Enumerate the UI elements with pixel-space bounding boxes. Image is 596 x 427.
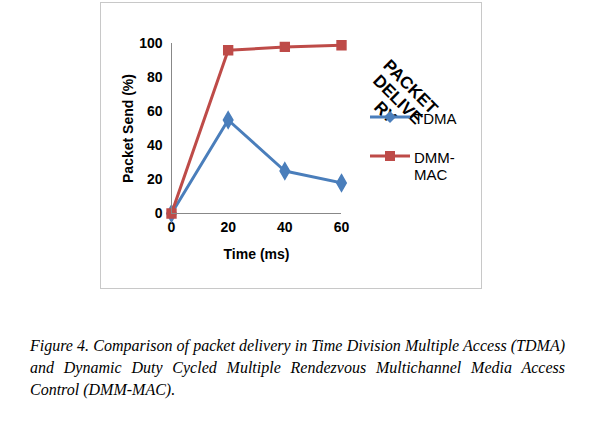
svg-text:100: 100 (139, 35, 163, 51)
svg-text:Time (ms): Time (ms) (224, 246, 290, 262)
html-text:Figure 4. Comparison of packet: Figure 4. Comparison of packet delivery … (30, 337, 565, 398)
svg-text:20: 20 (147, 171, 163, 187)
svg-text:Packet Send (%): Packet Send (%) (120, 74, 136, 183)
html-text:TDMA: TDMA (414, 110, 457, 127)
svg-text:0: 0 (155, 205, 163, 221)
svg-text:40: 40 (147, 137, 163, 153)
svg-text:60: 60 (147, 103, 163, 119)
svg-text:80: 80 (147, 69, 163, 85)
svg-text:60: 60 (334, 219, 350, 235)
svg-text:40: 40 (277, 219, 293, 235)
svg-text:0: 0 (167, 219, 176, 236)
html-text:DMM-MAC: DMM-MAC (414, 149, 455, 183)
html-text:PACKET DELIVE RY: PACKET DELIVE RY (369, 55, 442, 129)
svg-text:20: 20 (220, 219, 236, 235)
